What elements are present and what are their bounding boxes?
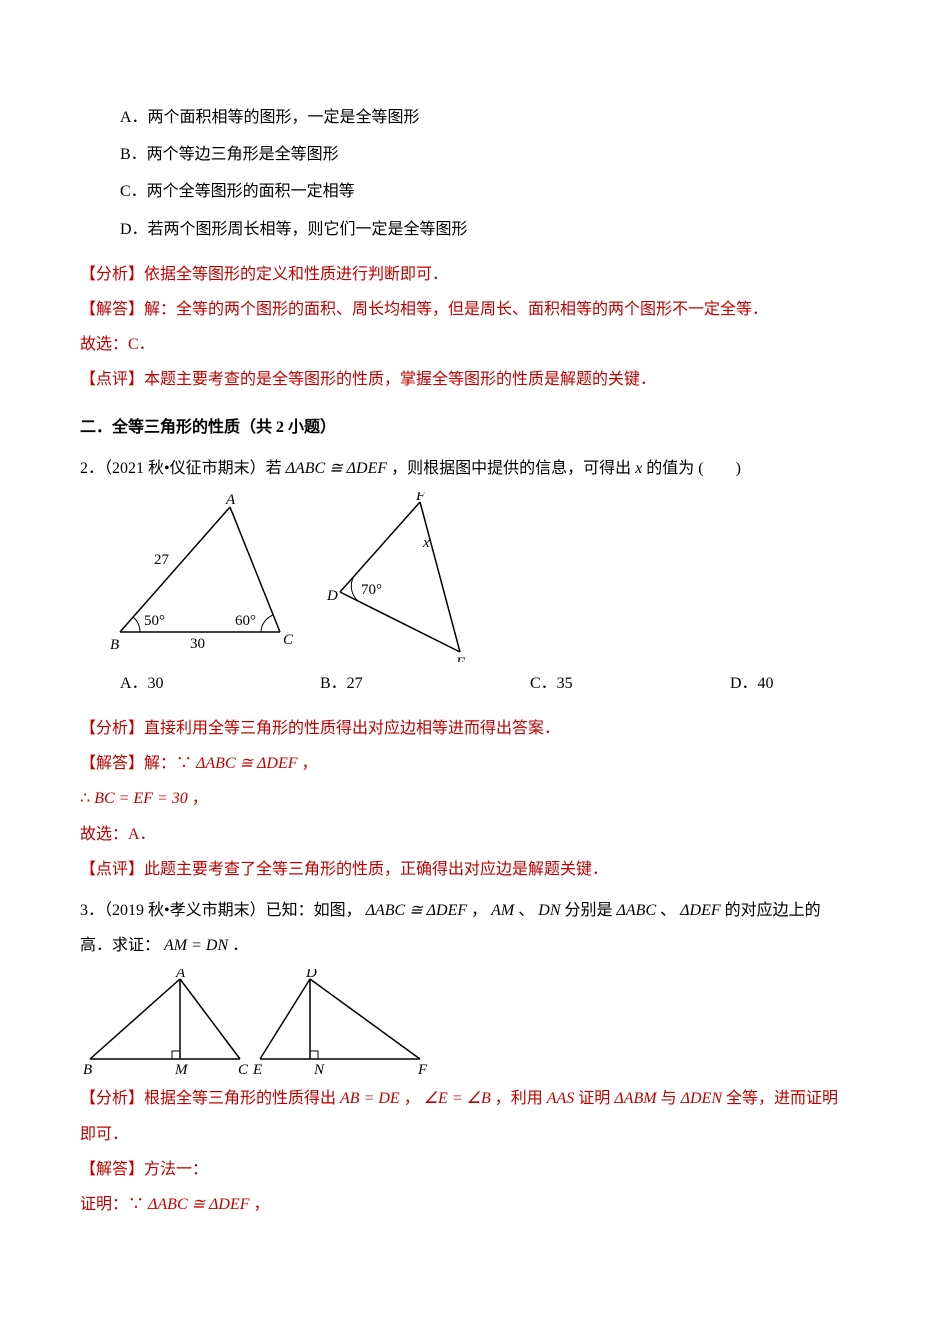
- q3-analysis-line2: 即可．: [80, 1117, 870, 1152]
- q3-proof-suffix: ，: [254, 1196, 270, 1213]
- svg-text:E: E: [252, 1062, 262, 1078]
- q2-ans2-suffix: ，: [192, 790, 208, 807]
- q1-answer-select: 故选：C．: [80, 327, 870, 362]
- q3-stem2-eq: AM = DN: [164, 937, 228, 954]
- svg-text:D: D: [305, 969, 317, 981]
- q3-ana-mid2: ，利用: [495, 1090, 543, 1107]
- svg-text:C: C: [238, 1062, 249, 1078]
- q3-proof-cong: ΔABC ≅ ΔDEF: [148, 1196, 250, 1213]
- q3-ana-suffix: 全等，进而证明: [726, 1090, 838, 1107]
- q3-ana-mid4: 与: [661, 1090, 677, 1107]
- q1-opt-c: C．两个全等图形的面积一定相等: [80, 174, 870, 209]
- svg-text:A: A: [225, 492, 236, 508]
- svg-text:F: F: [415, 492, 426, 504]
- q2-opt-b: B．27: [320, 666, 530, 701]
- q2-answer-prefix: 【解答】解：∵: [80, 755, 192, 772]
- q3-stem1-prefix: 3．（2019 秋•孝义市期末）已知：如图，: [80, 902, 362, 919]
- q2-ans2-eq: BC = EF = 30: [94, 790, 188, 807]
- q2-stem: 2．（2021 秋•仪征市期末）若 ΔABC ≅ ΔDEF ，则根据图中提供的信…: [80, 451, 870, 486]
- q2-answer-cong: ΔABC ≅ ΔDEF: [196, 755, 298, 772]
- q3-stem1-def: ΔDEF: [680, 902, 721, 919]
- svg-text:M: M: [174, 1062, 189, 1078]
- q3-ana-abm: ΔABM: [614, 1090, 656, 1107]
- svg-text:30: 30: [190, 636, 205, 652]
- q2-stem-prefix: 2．（2021 秋•仪征市期末）若: [80, 460, 282, 477]
- q2-options: A．30 B．27 C．35 D．40: [80, 666, 870, 701]
- q3-stem-line2: 高．求证： AM = DN ．: [80, 928, 870, 963]
- q3-stem1-cong: ΔABC ≅ ΔDEF: [366, 902, 468, 919]
- q3-proof-prefix: 证明：∵: [80, 1196, 144, 1213]
- svg-text:D: D: [326, 588, 338, 604]
- q3-stem1-suffix: 的对应边上的: [725, 902, 821, 919]
- q3-stem1-abc: ΔABC: [617, 902, 657, 919]
- q1-analysis: 【分析】依据全等图形的定义和性质进行判断即可．: [80, 257, 870, 292]
- q3-figure: A B C M D E F N: [80, 969, 870, 1079]
- q2-var-x: x: [635, 460, 642, 477]
- svg-text:27: 27: [154, 552, 170, 568]
- q3-proof-line1: 证明：∵ ΔABC ≅ ΔDEF ，: [80, 1187, 870, 1222]
- q3-stem-line1: 3．（2019 秋•孝义市期末）已知：如图， ΔABC ≅ ΔDEF ， AM …: [80, 893, 870, 928]
- q3-method: 【解答】方法一：: [80, 1152, 870, 1187]
- q3-stem1-mid2: 、: [518, 902, 534, 919]
- svg-text:60°: 60°: [235, 613, 256, 629]
- q2-answer-comma: ，: [302, 755, 318, 772]
- svg-text:F: F: [417, 1062, 428, 1078]
- svg-text:C: C: [283, 632, 294, 648]
- q2-congruent: ΔABC ≅ ΔDEF: [286, 460, 388, 477]
- q1-opt-b: B．两个等边三角形是全等图形: [80, 137, 870, 172]
- q2-stem-suffix: 的值为 ( ): [646, 460, 741, 477]
- svg-text:B: B: [83, 1062, 92, 1078]
- q2-opt-d: D．40: [730, 666, 870, 701]
- q1-answer: 【解答】解：全等的两个图形的面积、周长均相等，但是周长、面积相等的两个图形不一定…: [80, 292, 870, 327]
- q3-stem1-dn: DN: [538, 902, 560, 919]
- svg-text:E: E: [455, 655, 465, 662]
- q3-stem2-prefix: 高．求证：: [80, 937, 160, 954]
- q3-stem1-am: AM: [491, 902, 514, 919]
- q1-opt-d: D．若两个图形周长相等，则它们一定是全等图形: [80, 212, 870, 247]
- q1-opt-a: A．两个面积相等的图形，一定是全等图形: [80, 100, 870, 135]
- q3-ana-prefix: 【分析】根据全等三角形的性质得出: [80, 1090, 336, 1107]
- q3-ana-eq2: ∠E = ∠B: [424, 1090, 491, 1107]
- svg-text:x: x: [422, 535, 430, 551]
- q2-answer-line2: ∴ BC = EF = 30 ，: [80, 781, 870, 816]
- q2-figure: A B C 27 30 50° 60° D E F x 70°: [110, 492, 870, 662]
- q3-stem2-suffix: ．: [232, 937, 248, 954]
- q3-ana-den: ΔDEN: [681, 1090, 722, 1107]
- svg-text:B: B: [110, 637, 119, 653]
- q2-answer-line1: 【解答】解：∵ ΔABC ≅ ΔDEF ，: [80, 746, 870, 781]
- svg-text:70°: 70°: [361, 582, 382, 598]
- q3-ana-aas: AAS: [547, 1090, 575, 1107]
- svg-text:N: N: [313, 1062, 325, 1078]
- svg-text:A: A: [175, 969, 186, 981]
- section-2-heading: 二．全等三角形的性质（共 2 小题）: [80, 410, 870, 445]
- q2-analysis: 【分析】直接利用全等三角形的性质得出对应边相等进而得出答案．: [80, 711, 870, 746]
- q2-ans2-prefix: ∴: [80, 790, 90, 807]
- q1-review: 【点评】本题主要考查的是全等图形的性质，掌握全等图形的性质是解题的关键．: [80, 362, 870, 397]
- q2-review: 【点评】此题主要考查了全等三角形的性质，正确得出对应边是解题关键．: [80, 852, 870, 887]
- svg-text:50°: 50°: [144, 613, 165, 629]
- q3-ana-eq1: AB = DE: [340, 1090, 400, 1107]
- q2-answer-select: 故选：A．: [80, 817, 870, 852]
- q3-stem1-mid3: 分别是: [565, 902, 613, 919]
- q3-stem1-mid1: ，: [471, 902, 487, 919]
- q3-ana-mid3: 证明: [578, 1090, 610, 1107]
- q2-opt-a: A．30: [120, 666, 320, 701]
- q2-opt-c: C．35: [530, 666, 730, 701]
- q3-stem1-mid4: 、: [660, 902, 676, 919]
- q3-ana-mid1: ，: [404, 1090, 420, 1107]
- q2-stem-mid: ，则根据图中提供的信息，可得出: [391, 460, 631, 477]
- q3-analysis-line1: 【分析】根据全等三角形的性质得出 AB = DE ， ∠E = ∠B ，利用 A…: [80, 1081, 870, 1116]
